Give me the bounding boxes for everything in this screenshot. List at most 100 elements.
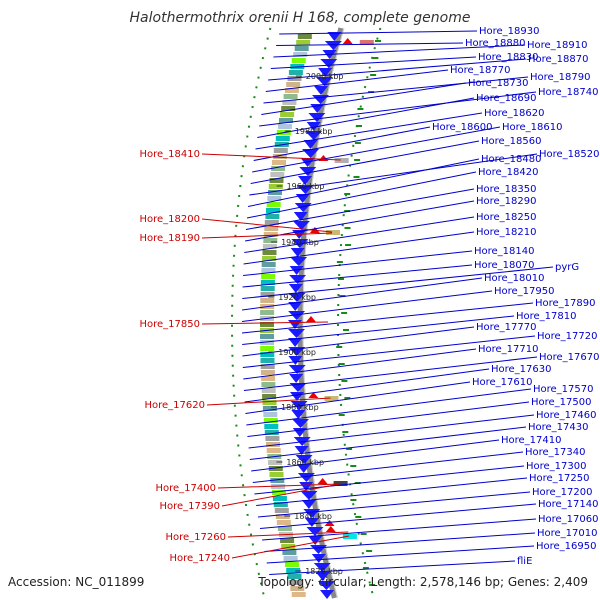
gene-arrow — [308, 113, 326, 122]
gene-arrow — [298, 176, 312, 185]
callout-line — [242, 335, 536, 368]
gc-dash — [344, 397, 351, 399]
feature-block — [262, 406, 277, 411]
gene-label: Hore_18600 — [432, 122, 493, 133]
feature-block — [294, 46, 309, 51]
gene-arrow — [320, 59, 338, 68]
gene-arrow — [317, 581, 335, 590]
gene-label: Hore_18520 — [539, 149, 600, 160]
gene-arrow — [304, 518, 319, 527]
gene-label: Hore_18930 — [479, 26, 540, 37]
callout-line — [279, 30, 478, 35]
callout-line — [243, 348, 477, 380]
feature-block — [269, 472, 284, 477]
gene-label: Hore_18560 — [481, 136, 542, 147]
callout-line — [249, 153, 538, 196]
feature-block — [275, 514, 290, 519]
feature-block — [275, 136, 290, 141]
gc-dash — [355, 516, 362, 518]
callout-line — [252, 451, 524, 483]
gc-dash — [356, 125, 362, 127]
callout-line — [266, 545, 535, 564]
gene-label: pyrG — [555, 262, 579, 273]
gene-label: Hore_18190 — [140, 233, 201, 244]
gene-arrow — [292, 419, 309, 428]
gene-label: Hore_18250 — [476, 212, 537, 223]
callout-line — [242, 326, 475, 357]
feature-block — [262, 250, 277, 255]
feature-block — [283, 94, 298, 99]
gene-label: Hore_18410 — [140, 149, 201, 160]
feature-block — [260, 370, 275, 375]
feature-block — [260, 364, 275, 369]
gene-label: Hore_18210 — [476, 227, 537, 238]
gene-label: Hore_18790 — [530, 72, 591, 83]
gc-dash — [354, 159, 361, 161]
gene-label: Hore_17060 — [538, 514, 599, 525]
gc-dash — [345, 244, 352, 246]
feature-block — [272, 496, 287, 501]
feature-block — [268, 184, 283, 189]
feature-block — [261, 382, 276, 387]
gene-arrow — [294, 203, 312, 212]
callout-line — [201, 321, 329, 325]
feature-block — [280, 112, 295, 117]
gc-dash — [336, 346, 343, 348]
feature-block — [260, 334, 274, 339]
feature-block — [283, 556, 298, 561]
gene-label: Hore_17500 — [531, 397, 592, 408]
feature-block — [266, 442, 280, 447]
gene-label: Hore_18870 — [528, 54, 589, 65]
feature-block — [266, 208, 280, 213]
callout-line — [244, 216, 475, 253]
callout-line — [242, 266, 554, 299]
gene-arrow — [296, 464, 311, 473]
kbp-tick-label: 2000 kbp — [306, 72, 344, 81]
gene-arrow — [300, 491, 318, 500]
gc-dash — [338, 278, 344, 280]
feature-block — [271, 166, 286, 171]
gc-dash — [344, 210, 351, 212]
gene-arrow — [315, 572, 330, 581]
kbp-tick-label: 1860 kbp — [286, 458, 324, 467]
gene-arrow — [288, 302, 303, 311]
gene-label: Hore_17610 — [472, 377, 533, 388]
callout-line — [243, 356, 538, 391]
gene-label: Hore_17720 — [537, 331, 598, 342]
gene-arrow — [301, 500, 316, 509]
kbp-ticks: 2000 kbp 1980 kbp 1960 kbp 1940 kbp 1920 kbp… — [268, 72, 344, 576]
callout-line — [276, 42, 464, 46]
gene-arrow — [288, 356, 303, 365]
gene-arrow — [288, 338, 303, 347]
gene-label: Hore_18290 — [476, 196, 537, 207]
feature-block — [266, 202, 281, 207]
callout-line — [242, 277, 483, 311]
gene-arrow — [291, 410, 306, 419]
gene-label: Hore_16950 — [536, 541, 597, 552]
callout-line — [245, 188, 475, 230]
callout-line — [244, 368, 490, 403]
callout-line — [246, 388, 532, 426]
gene-label: Hore_17010 — [537, 528, 598, 539]
gene-label: Hore_17850 — [140, 319, 201, 330]
gc-dash — [341, 380, 348, 382]
callout-line — [259, 503, 537, 529]
gene-label: Hore_17670 — [539, 352, 600, 363]
callout-line — [242, 315, 515, 345]
gene-arrow — [318, 68, 333, 77]
gene-label: Hore_17400 — [156, 483, 217, 494]
gene-label: Hore_17770 — [476, 322, 537, 333]
gene-label: Hore_18480 — [481, 154, 542, 165]
gc-dash — [343, 329, 349, 331]
feature-block — [287, 574, 302, 579]
gene-label: Hore_17250 — [529, 473, 590, 484]
callout-line — [217, 483, 340, 489]
callout-line — [241, 302, 534, 334]
feature-block — [262, 400, 277, 405]
gc-dash — [372, 57, 379, 59]
callout-line — [245, 200, 475, 242]
feature-block — [261, 268, 276, 273]
kbp-tick-label: 1900 kbp — [278, 348, 316, 357]
